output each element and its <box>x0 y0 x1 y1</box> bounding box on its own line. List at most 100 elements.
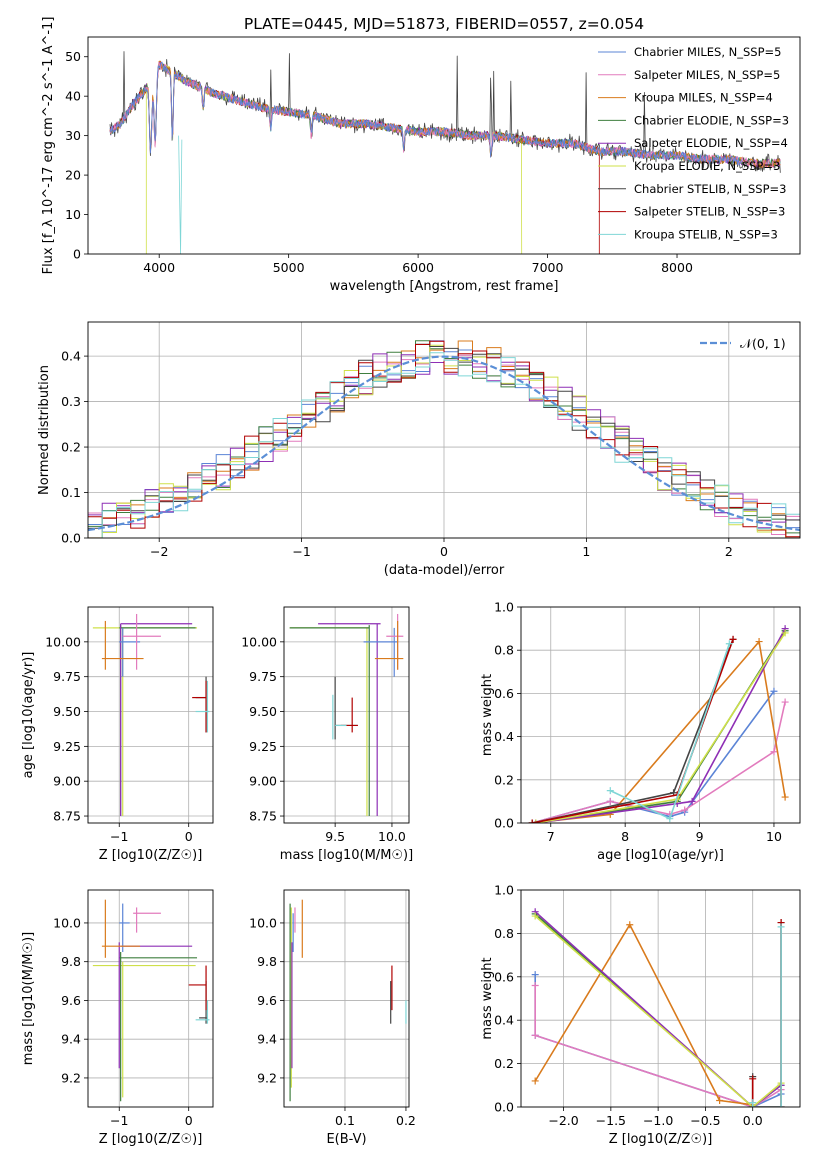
y-tick-label: 0.4 <box>494 729 514 744</box>
weight-marker-kroupa_miles <box>716 1096 724 1104</box>
weight-line-salpeter_elodie <box>534 911 782 1107</box>
y-tick-label: 9.4 <box>257 1032 277 1047</box>
y-tick-label: 9.75 <box>53 669 81 684</box>
axes-frame <box>283 889 410 1108</box>
y-tick-label: 9.50 <box>249 704 277 719</box>
axes-frame <box>87 606 214 824</box>
x-axis-label: (data-model)/error <box>384 563 505 578</box>
x-axis-label: Z [log10(Z/Z☉)] <box>609 1132 713 1147</box>
weight-line-kroupa_miles <box>534 923 753 1106</box>
weight-marker-salpeter_miles <box>531 981 539 989</box>
y-tick-label: 9.25 <box>249 739 277 754</box>
y-axis-label: age [log10(age/yr)] <box>21 652 36 779</box>
axes-frame <box>520 889 801 1108</box>
weight-line-salpeter_elodie <box>535 628 786 823</box>
x-axis-label: wavelength [Angstrom, rest frame] <box>330 279 559 294</box>
y-axis-label: mass [log10(M/M☉)] <box>21 932 36 1065</box>
plot-area <box>528 625 789 823</box>
spectrum-spike <box>178 135 183 254</box>
y-tick-label: 10 <box>65 207 81 222</box>
x-tick-label: −1 <box>110 1113 128 1128</box>
axes-frame <box>87 36 801 255</box>
legend-label-kroupa_elodie: Kroupa ELODIE, N_SSP=3 <box>634 159 780 173</box>
panel-residuals: −2 −1 0 1 2 0.0 0.1 0.2 0.3 0.4 (data-model)/error… <box>37 321 801 578</box>
weight-marker-salpeter_miles <box>606 797 614 805</box>
weight-marker-kroupa_stelib <box>666 815 674 823</box>
x-tick-label: 4000 <box>143 260 175 275</box>
weight-marker-kroupa_stelib <box>749 1103 757 1107</box>
x-tick-label: −1 <box>292 544 310 559</box>
plot-area <box>92 899 210 1102</box>
grid <box>284 890 409 1107</box>
y-tick-label: 0.2 <box>494 772 514 787</box>
x-tick-label: 8 <box>621 829 629 844</box>
x-tick-label: 7 <box>547 829 555 844</box>
x-tick-label: 10 <box>766 829 782 844</box>
panel-mass_vs_EBV: 0.1 0.2 9.2 9.4 9.6 9.8 10.0 E(B-V) <box>249 889 416 1147</box>
x-tick-label: 0.0 <box>743 1113 763 1128</box>
spectrum-line-chabrier_miles <box>109 61 742 166</box>
y-axis-label: Normed distribution <box>37 365 52 495</box>
grid <box>88 607 213 823</box>
x-axis-label: E(B-V) <box>326 1132 366 1147</box>
figure-title: PLATE=0445, MJD=51873, FIBERID=0557, z=0… <box>244 15 644 33</box>
panel-weight_vs_age: 7 8 9 10 0.0 0.2 0.4 0.6 0.8 1.0 age [log10(age/yr… <box>480 600 801 863</box>
x-tick-label: 0 <box>185 1113 193 1128</box>
x-tick-label: 9 <box>696 829 704 844</box>
y-axis-label: Flux [f_λ 10^-17 erg cm^-2 s^-1 A^-1] <box>41 17 56 275</box>
plot-area <box>289 899 407 1102</box>
x-tick-label: −0.5 <box>690 1113 720 1128</box>
y-axis-label: mass weight <box>480 957 495 1039</box>
weight-marker-chabrier_miles <box>531 971 539 979</box>
y-tick-label: 0.0 <box>494 1100 514 1115</box>
y-tick-label: 9.00 <box>249 774 277 789</box>
x-tick-label: 9.5 <box>325 829 345 844</box>
weight-marker-kroupa_elodie <box>531 912 539 920</box>
legend-label-chabrier_stelib: Chabrier STELIB, N_SSP=3 <box>634 182 786 196</box>
y-tick-label: 10.00 <box>241 634 277 649</box>
y-tick-label: 0.8 <box>494 926 514 941</box>
y-tick-label: 0.6 <box>494 686 514 701</box>
y-tick-label: 8.75 <box>53 809 81 824</box>
plot-area <box>88 340 800 538</box>
x-tick-label: 5000 <box>273 260 305 275</box>
y-tick-label: 0.0 <box>61 531 81 546</box>
y-tick-label: 30 <box>65 128 81 143</box>
y-tick-label: 10.00 <box>45 634 81 649</box>
panel-mass_vs_Z: −1 0 9.2 9.4 9.6 9.8 10.0 Z [log10(Z/Z☉)] mass [… <box>21 889 214 1147</box>
plot-area <box>289 613 404 817</box>
y-tick-label: 40 <box>65 89 81 104</box>
y-tick-label: 9.75 <box>249 669 277 684</box>
y-tick-label: 0.1 <box>61 485 81 500</box>
weight-marker-salpeter_miles <box>781 698 789 706</box>
legend-label-normal: 𝒩(0, 1) <box>740 336 786 351</box>
weight-marker-salpeter_miles <box>770 748 778 756</box>
x-tick-label: −1.5 <box>596 1113 626 1128</box>
weight-marker-kroupa_miles <box>531 1077 539 1085</box>
y-tick-label: 9.2 <box>61 1070 81 1085</box>
weight-marker-kroupa_miles <box>626 921 634 929</box>
x-tick-label: −1 <box>110 829 128 844</box>
weight-marker-salpeter_stelib <box>749 1075 757 1083</box>
y-tick-label: 1.0 <box>494 600 514 615</box>
x-tick-label: 0 <box>185 829 193 844</box>
legend-label-salpeter_miles: Salpeter MILES, N_SSP=5 <box>634 68 780 82</box>
panel-weight_vs_Z: −2.0 −1.5 −1.0 −0.5 0.0 0.0 0.2 0.4 0.6 0.8 1.0 Z [… <box>480 883 801 1147</box>
y-tick-label: 9.50 <box>53 704 81 719</box>
y-tick-label: 0.6 <box>494 969 514 984</box>
panel-age_vs_mass: 9.5 10.0 8.75 9.00 9.25 9.50 9.75 10.00 mass [lo… <box>241 606 413 863</box>
y-tick-label: 10.0 <box>249 915 277 930</box>
weight-marker-kroupa_stelib <box>777 1103 785 1107</box>
y-tick-label: 0 <box>73 247 81 262</box>
weight-line-kroupa_elodie <box>534 915 782 1107</box>
y-tick-label: 9.4 <box>61 1032 81 1047</box>
y-tick-label: 9.00 <box>53 774 81 789</box>
x-tick-label: 2 <box>725 544 733 559</box>
panel-age_vs_Z: −1 0 8.75 9.00 9.25 9.50 9.75 10.00 Z [log10(Z/Z… <box>21 606 214 863</box>
x-axis-label: Z [log10(Z/Z☉)] <box>99 1132 203 1147</box>
x-tick-label: 8000 <box>661 260 693 275</box>
y-tick-label: 9.25 <box>53 739 81 754</box>
y-tick-label: 10.0 <box>53 915 81 930</box>
y-tick-label: 50 <box>65 49 81 64</box>
